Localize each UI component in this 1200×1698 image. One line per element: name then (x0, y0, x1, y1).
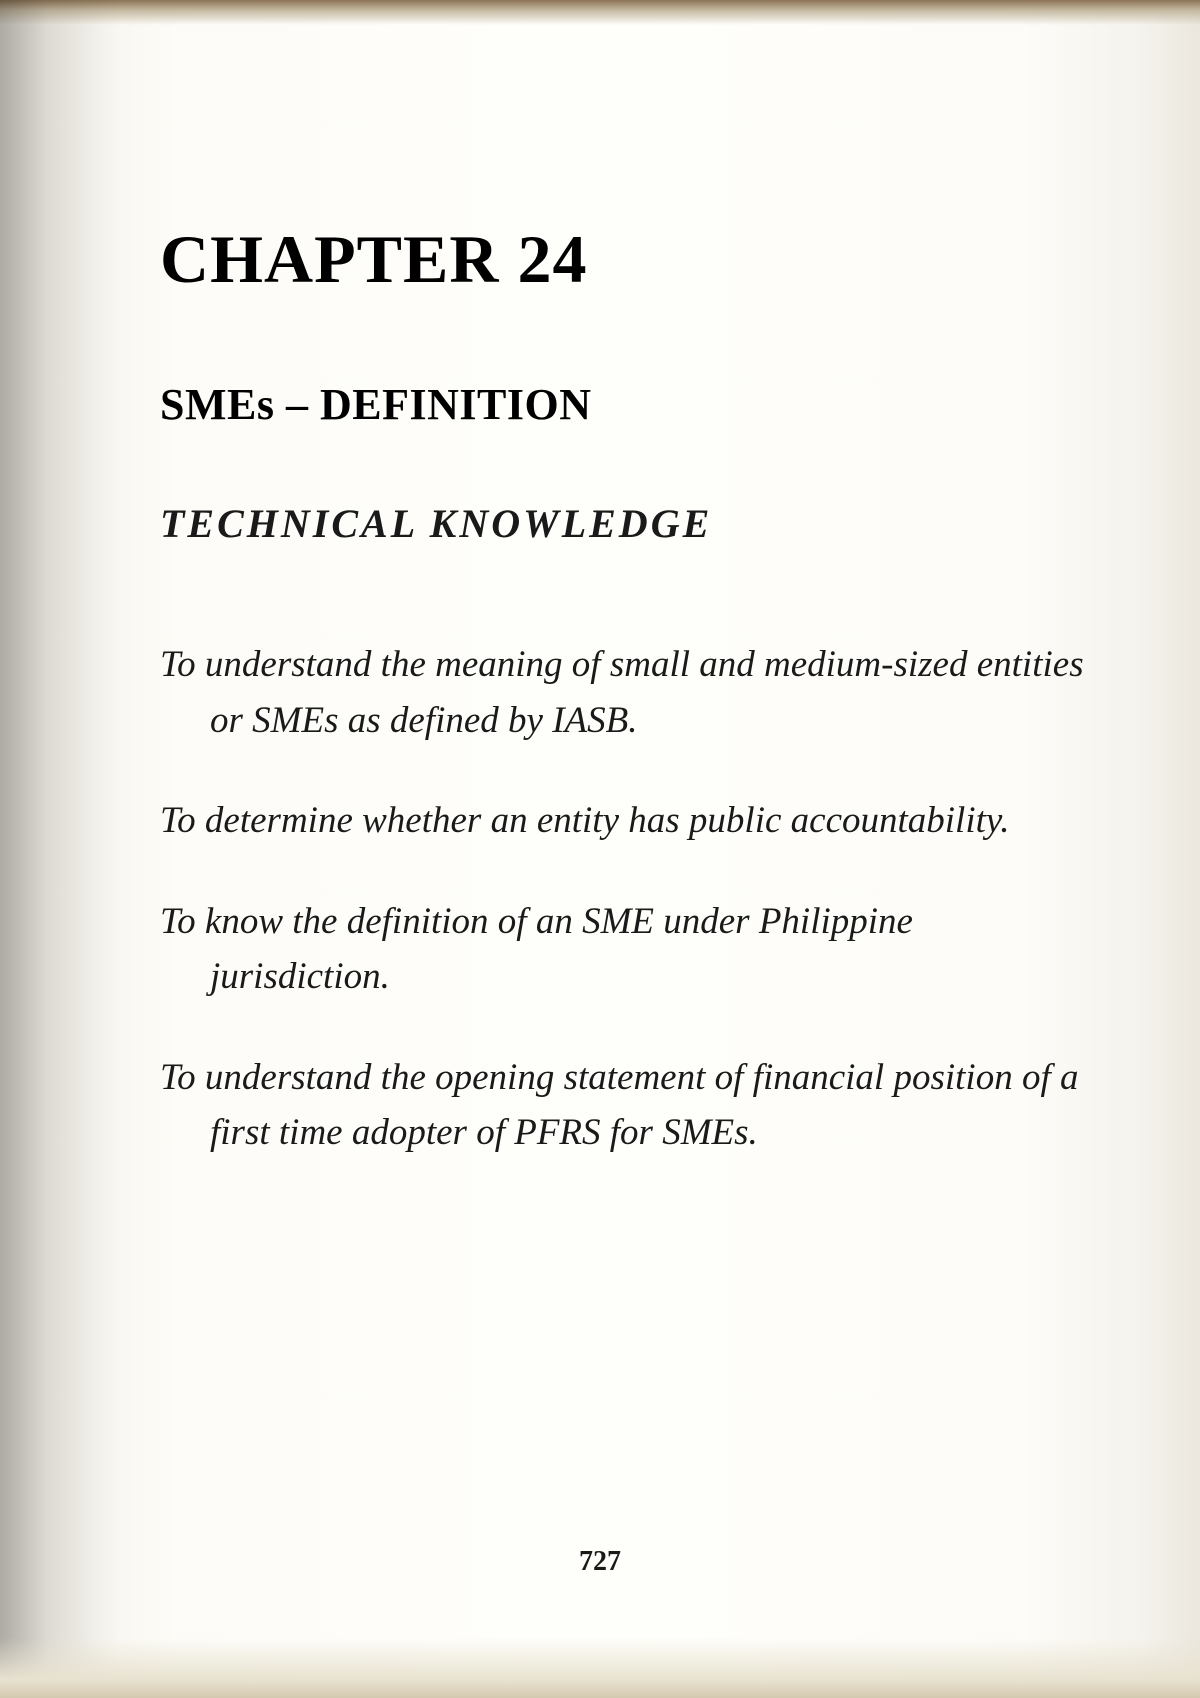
page-shadow-left (0, 0, 120, 1698)
page-number: 727 (0, 1546, 1200, 1578)
chapter-title: CHAPTER 24 (160, 220, 1090, 299)
page-edge-bottom (0, 1638, 1200, 1698)
chapter-subtitle: SMEs – DEFINITION (160, 379, 1090, 430)
objective-item: To understand the opening statement of f… (160, 1050, 1090, 1161)
objective-item: To understand the meaning of small and m… (160, 637, 1090, 748)
page-edge-top (0, 0, 1200, 25)
section-heading: TECHNICAL KNOWLEDGE (160, 500, 1090, 547)
page-content: CHAPTER 24 SMEs – DEFINITION TECHNICAL K… (160, 220, 1090, 1206)
objective-item: To determine whether an entity has publi… (160, 793, 1090, 849)
objective-item: To know the definition of an SME under P… (160, 894, 1090, 1005)
